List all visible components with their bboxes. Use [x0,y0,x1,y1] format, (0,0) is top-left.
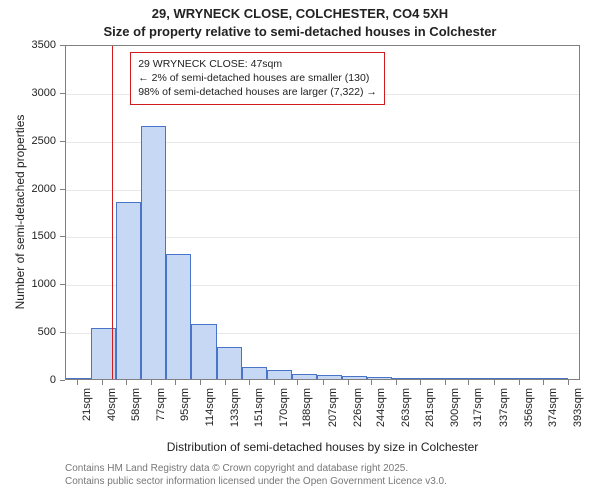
x-tick-mark [200,380,201,385]
y-tick-label: 1000 [0,278,56,290]
y-tick-mark [60,284,65,285]
footer-line-1: Contains HM Land Registry data © Crown c… [65,462,447,475]
y-tick-label: 0 [0,374,56,386]
y-tick-label: 3000 [0,87,56,99]
x-tick-label: 58sqm [130,388,142,443]
y-tick-label: 500 [0,326,56,338]
histogram-bar [367,377,392,379]
histogram-bar [191,324,216,379]
x-tick-label: 337sqm [498,388,510,443]
x-tick-label: 133sqm [229,388,241,443]
y-tick-mark [60,189,65,190]
x-tick-mark [102,380,103,385]
x-tick-label: 95sqm [179,388,191,443]
footer-attribution: Contains HM Land Registry data © Crown c… [65,462,447,488]
x-tick-label: 170sqm [278,388,290,443]
histogram-bar [292,374,317,379]
x-tick-label: 114sqm [204,388,216,443]
x-tick-label: 393sqm [572,388,584,443]
x-tick-label: 374sqm [547,388,559,443]
histogram-bar [141,126,166,379]
x-tick-mark [151,380,152,385]
x-tick-mark [494,380,495,385]
x-tick-mark [126,380,127,385]
info-line-3: 98% of semi-detached houses are larger (… [138,85,377,99]
x-tick-mark [249,380,250,385]
x-tick-label: 281sqm [424,388,436,443]
x-tick-mark [175,380,176,385]
chart-title-main: 29, WRYNECK CLOSE, COLCHESTER, CO4 5XH [0,6,600,21]
x-tick-mark [396,380,397,385]
y-tick-mark [60,141,65,142]
histogram-bar [217,347,242,379]
x-tick-mark [468,380,469,385]
histogram-bar [392,378,417,379]
y-tick-mark [60,93,65,94]
x-tick-mark [519,380,520,385]
reference-marker-line [112,46,113,379]
x-tick-mark [323,380,324,385]
y-tick-mark [60,380,65,381]
chart-container: 29, WRYNECK CLOSE, COLCHESTER, CO4 5XH S… [0,0,600,500]
x-tick-label: 263sqm [400,388,412,443]
info-line-1: 29 WRYNECK CLOSE: 47sqm [138,57,377,71]
histogram-bar [317,375,342,379]
x-tick-mark [420,380,421,385]
x-tick-label: 317sqm [472,388,484,443]
info-line-2: ← 2% of semi-detached houses are smaller… [138,71,377,85]
x-tick-label: 226sqm [352,388,364,443]
histogram-bar [166,254,191,379]
chart-title-sub: Size of property relative to semi-detach… [0,24,600,39]
y-tick-label: 2500 [0,135,56,147]
histogram-bar [342,376,367,379]
y-tick-label: 1500 [0,230,56,242]
x-tick-label: 207sqm [327,388,339,443]
footer-line-2: Contains public sector information licen… [65,475,447,488]
histogram-bar [267,370,292,379]
x-axis-label: Distribution of semi-detached houses by … [65,440,580,454]
histogram-bar [467,378,492,379]
x-tick-mark [371,380,372,385]
histogram-bar [242,367,267,379]
x-tick-label: 21sqm [81,388,93,443]
y-tick-mark [60,332,65,333]
histogram-bar [417,378,442,379]
x-tick-label: 151sqm [253,388,265,443]
histogram-bar [493,378,518,379]
y-tick-label: 3500 [0,39,56,51]
x-tick-label: 300sqm [449,388,461,443]
x-tick-label: 356sqm [523,388,535,443]
y-tick-mark [60,236,65,237]
reference-info-box: 29 WRYNECK CLOSE: 47sqm ← 2% of semi-det… [130,52,385,105]
x-tick-mark [543,380,544,385]
x-tick-mark [274,380,275,385]
x-tick-mark [297,380,298,385]
histogram-bar [116,202,141,379]
y-tick-label: 2000 [0,183,56,195]
x-tick-label: 188sqm [301,388,313,443]
y-axis-label: Number of semi-detached properties [13,97,27,327]
histogram-bar [543,378,568,379]
x-tick-mark [348,380,349,385]
x-tick-mark [445,380,446,385]
x-tick-mark [568,380,569,385]
x-tick-label: 40sqm [106,388,118,443]
x-tick-label: 77sqm [155,388,167,443]
x-tick-label: 244sqm [375,388,387,443]
x-tick-mark [225,380,226,385]
histogram-bar [66,378,91,379]
histogram-bar [442,378,467,379]
plot-area: 29 WRYNECK CLOSE: 47sqm ← 2% of semi-det… [65,45,580,380]
x-tick-mark [77,380,78,385]
y-tick-mark [60,45,65,46]
histogram-bar [518,378,543,379]
